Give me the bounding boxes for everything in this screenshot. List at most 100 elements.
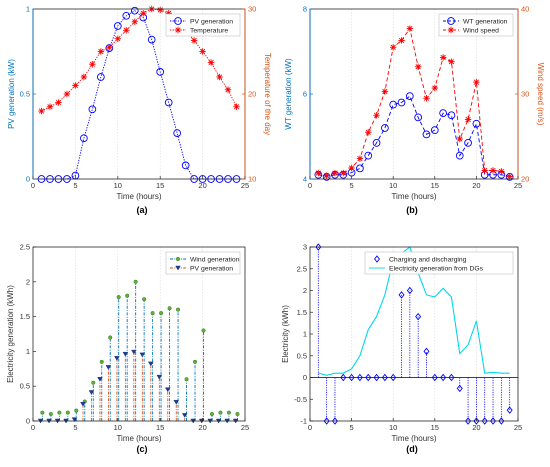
panel-a-series-1-point — [55, 99, 62, 106]
panel-b-series-1-point — [473, 78, 480, 86]
panel-d-series-0-point — [415, 312, 422, 321]
panel-b-ytick-label: 8 — [303, 5, 307, 14]
panel-b-series-0-point — [414, 113, 423, 122]
panel-b-ytick-label: 6 — [303, 90, 307, 99]
panel-d-ytick-label: 3 — [303, 243, 307, 252]
panel-a-series-1-point-stroke — [216, 74, 223, 80]
panel-b-series-1-point — [481, 167, 488, 174]
panel-a-series-1-point — [233, 103, 240, 110]
panel-c-legend-marker — [175, 256, 181, 262]
panel-b-series-1-point-stroke — [440, 54, 446, 61]
panel-b-series-0-point — [455, 151, 464, 160]
panel-b-series-1-point — [439, 54, 447, 61]
panel-c-xtick-label: 5 — [73, 423, 77, 432]
panel-a-series-1-point-stroke — [47, 104, 53, 110]
panel-c-series-1-point — [122, 351, 129, 357]
panel-a-series-0-point — [88, 105, 97, 114]
panel-b-series-0-point — [464, 139, 472, 147]
panel-b-xtick-label: 10 — [389, 181, 397, 190]
panel-c-legend — [165, 251, 241, 275]
panel-d-legend-marker — [374, 255, 380, 263]
panel-a-series-1-point-stroke — [98, 48, 104, 55]
panel-c-series-0-point — [40, 410, 45, 415]
panel-a-series-1-point-stroke — [157, 7, 163, 13]
panel-b-series-1-point — [390, 44, 397, 51]
panel-d-series-0-point — [465, 417, 472, 425]
panel-b-series-1-point-stroke — [398, 37, 405, 44]
panel-b-series-0-point — [447, 111, 456, 120]
panel-a-series-1-point — [46, 103, 54, 110]
panel-b-xtick-label: 0 — [308, 181, 312, 190]
panel-d-series-0-point — [398, 291, 405, 299]
panel-c-ylabel: Electricity generation (kWh) — [6, 285, 15, 383]
panel-c-xtick-label: 0 — [31, 423, 35, 432]
panel-a-series-1-point-stroke — [208, 59, 214, 66]
panel-b-series-1-point — [365, 129, 372, 136]
panel-d-plot-area — [310, 247, 518, 421]
panel-d-series-0-point — [381, 373, 388, 382]
panel-a-ytick-right-label: 10 — [248, 175, 256, 184]
panel-b-series-0-point — [397, 98, 406, 107]
panel-d-series-0-point — [431, 373, 438, 382]
panel-c-series-1-point — [156, 374, 163, 380]
panel-b-series-1-point-stroke — [482, 167, 488, 174]
panel-d-ytick-label: -0.5 — [294, 395, 307, 404]
panel-c-series-0-point — [176, 307, 181, 312]
panel-b-series-1-point — [456, 135, 463, 143]
panel-c-legend-label: PV generation — [190, 266, 233, 273]
panel-c-series-0-point — [226, 410, 231, 415]
panel-a-series-1-point-stroke — [191, 37, 197, 44]
panel-b-ytick-right-label: 30 — [521, 90, 529, 99]
panel-b-legend-marker-stroke — [448, 27, 454, 33]
panel-b-series-1-point — [340, 169, 347, 177]
panel-d-series-0-point — [506, 406, 513, 414]
panel-a-series-1-point — [123, 27, 130, 34]
panel-b-series-1-point-stroke — [315, 170, 321, 176]
panel-d-xtick-label: 25 — [514, 423, 522, 432]
panel-b-series-1-point-stroke — [415, 64, 421, 70]
panel-a-xtick-label: 10 — [114, 181, 122, 190]
panel-b-series-0-point — [381, 124, 389, 132]
panel-b-series-1-point — [331, 169, 339, 177]
panel-a-legend-marker — [174, 17, 182, 25]
panel-b-series-0-point — [439, 109, 447, 117]
panel-a-legend-label: PV generation — [190, 19, 233, 26]
panel-d-xtick-label: 15 — [431, 423, 439, 432]
panel-c-series-1-point — [173, 399, 180, 405]
panel-d-ytick-label: -1 — [300, 417, 307, 426]
panel-b-caption: (b) — [406, 205, 418, 215]
panel-b-series-1-point — [498, 168, 505, 175]
panel-d-series-0-point — [448, 373, 455, 382]
panel-b-legend-label: WT generation — [463, 19, 508, 26]
panel-d-series-0-point — [473, 417, 480, 425]
panel-b-series-1-point-stroke — [448, 59, 455, 65]
panel-b-series-1-point-stroke — [357, 155, 363, 162]
panel-d-ytick-label: 1.5 — [297, 308, 307, 317]
panel-d-ytick-label: 0 — [303, 373, 307, 382]
panel-a-series-1-point — [89, 61, 96, 68]
panel-b-series-1-point — [348, 164, 355, 172]
panel-b-legend-label: Wind speed — [463, 28, 499, 35]
panel-b-legend — [438, 13, 514, 37]
panel-a-series-0-point — [130, 6, 139, 15]
panel-a-series-1-point — [157, 6, 164, 14]
panel-a-series-1-point — [80, 73, 88, 81]
panel-b-series-1-point-stroke — [348, 165, 355, 171]
panel-d-series-0-point — [440, 373, 447, 382]
panel-a-series-1-point-stroke — [115, 36, 121, 42]
panel-b-series-0-point — [372, 139, 381, 147]
panel-d-xtick-label: 20 — [472, 423, 480, 432]
panel-a-legend-label: Temperature — [190, 28, 228, 35]
panel-c-series-1-point — [80, 402, 86, 407]
panel-b-series-0-point — [430, 126, 439, 134]
panel-c-series-1-point — [181, 413, 188, 418]
panel-b-series-1-point — [406, 25, 414, 32]
panel-d-series-0-point — [356, 373, 363, 382]
panel-a-series-0-point — [173, 129, 182, 137]
panel-d-ytick-label: 2.5 — [297, 264, 307, 273]
panel-a-series-1-point — [199, 48, 206, 55]
panel-b-series-1-point — [448, 58, 455, 65]
panel-b-series-1-point-stroke — [473, 79, 480, 85]
panel-b-series-1-point-stroke — [457, 136, 463, 142]
